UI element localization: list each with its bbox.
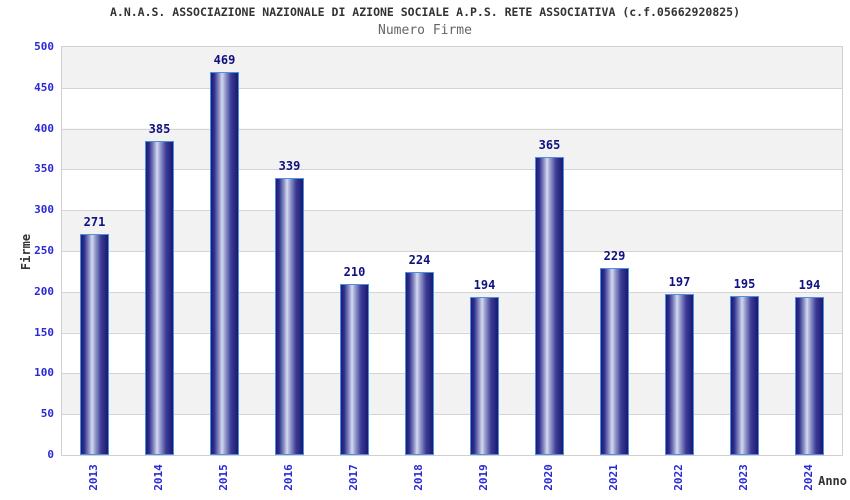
bar-slot-2019: 194 [452, 47, 517, 455]
bar-value-2019: 194 [473, 278, 496, 292]
xtick-slot-2013: 2013 [61, 460, 126, 500]
bar-2024 [795, 297, 824, 455]
bar-slot-2015: 469 [192, 47, 257, 455]
ytick-label-450: 450 [34, 80, 54, 94]
bar-value-2024: 194 [798, 278, 821, 292]
gridline-300 [62, 210, 842, 212]
bar-2018 [405, 272, 434, 455]
bar-2017 [340, 284, 369, 455]
xtick-label-2014: 2014 [152, 464, 165, 491]
bar-slot-2016: 339 [257, 47, 322, 455]
bar-2021 [600, 268, 629, 455]
xtick-label-2017: 2017 [347, 464, 360, 491]
ytick-label-50: 50 [40, 407, 54, 421]
xtick-label-2021: 2021 [607, 464, 620, 491]
xtick-label-2018: 2018 [412, 464, 425, 491]
bar-value-2017: 210 [343, 265, 366, 279]
bar-2019 [470, 297, 499, 455]
xtick-slot-2016: 2016 [256, 460, 321, 500]
bar-value-2013: 271 [83, 215, 106, 229]
bar-value-2015: 469 [213, 53, 236, 67]
ytick-label-0: 0 [47, 448, 54, 461]
xtick-label-2023: 2023 [737, 464, 750, 491]
bar-value-2021: 229 [603, 249, 626, 263]
xtick-slot-2018: 2018 [386, 460, 451, 500]
bar-slot-2023: 195 [712, 47, 777, 455]
ytick-label-200: 200 [34, 284, 54, 298]
xtick-slot-2022: 2022 [646, 460, 711, 500]
chart-title: A.N.A.S. ASSOCIAZIONE NAZIONALE DI AZION… [109, 5, 741, 19]
ytick-label-100: 100 [34, 366, 54, 380]
ytick-label-150: 150 [34, 325, 54, 339]
ytick-label-250: 250 [34, 244, 54, 257]
ytick-label-300: 300 [34, 203, 54, 217]
bar-slot-2022: 197 [647, 47, 712, 455]
xtick-slot-2014: 2014 [126, 460, 191, 500]
xtick-slot-2015: 2015 [191, 460, 256, 500]
plot-area: 271 385 469 339 210 224 194 365 229 197 195 194 [61, 46, 843, 456]
xtick-slot-2019: 2019 [451, 460, 516, 500]
xtick-slot-2017: 2017 [321, 460, 386, 500]
xtick-label-2019: 2019 [477, 464, 490, 491]
bar-value-2018: 224 [408, 253, 431, 267]
bar-slot-2014: 385 [127, 47, 192, 455]
bar-value-2016: 339 [278, 159, 301, 173]
x-axis-ticks: 2013 2014 2015 2016 2017 2018 2019 2020 2021 2022… [61, 460, 841, 500]
bar-slot-2024: 194 [777, 47, 842, 455]
ytick-label-350: 350 [34, 162, 54, 176]
ytick-label-400: 400 [34, 121, 54, 135]
xtick-slot-2020: 2020 [516, 460, 581, 500]
bar-value-2023: 195 [733, 277, 756, 291]
gridline-100 [62, 373, 842, 375]
gridline-200 [62, 291, 842, 293]
bar-2016 [275, 178, 304, 455]
xtick-slot-2023: 2023 [711, 460, 776, 500]
bar-slot-2021: 229 [582, 47, 647, 455]
bar-slot-2017: 210 [322, 47, 387, 455]
gridline-350 [62, 169, 842, 171]
xtick-label-2016: 2016 [282, 464, 295, 491]
bar-slot-2020: 365 [517, 47, 582, 455]
gridline-50 [62, 414, 842, 416]
gridline-450 [62, 87, 842, 89]
x-axis-label: Anno [818, 474, 847, 488]
bar-value-2022: 197 [668, 275, 691, 289]
bar-2015 [210, 72, 239, 455]
bars-layer: 271 385 469 339 210 224 194 365 229 197 195 194 [62, 47, 842, 455]
bar-slot-2018: 224 [387, 47, 452, 455]
xtick-label-2020: 2020 [542, 464, 555, 491]
bar-value-2020: 365 [538, 138, 561, 152]
bar-2023 [730, 296, 759, 455]
xtick-label-2013: 2013 [87, 464, 100, 491]
xtick-label-2015: 2015 [217, 464, 230, 491]
xtick-slot-2021: 2021 [581, 460, 646, 500]
gridline-400 [62, 128, 842, 130]
gridline-150 [62, 332, 842, 334]
bar-2014 [145, 141, 174, 455]
bar-2013 [80, 234, 109, 455]
xtick-label-2022: 2022 [672, 464, 685, 491]
bar-value-2014: 385 [148, 122, 171, 136]
bar-2020 [535, 157, 564, 455]
bar-2022 [665, 294, 694, 455]
bar-slot-2013: 271 [62, 47, 127, 455]
gridline-250 [62, 251, 842, 252]
chart-subtitle: Numero Firme [378, 23, 472, 38]
xtick-label-2024: 2024 [802, 464, 815, 491]
ytick-label-500: 500 [34, 40, 54, 53]
